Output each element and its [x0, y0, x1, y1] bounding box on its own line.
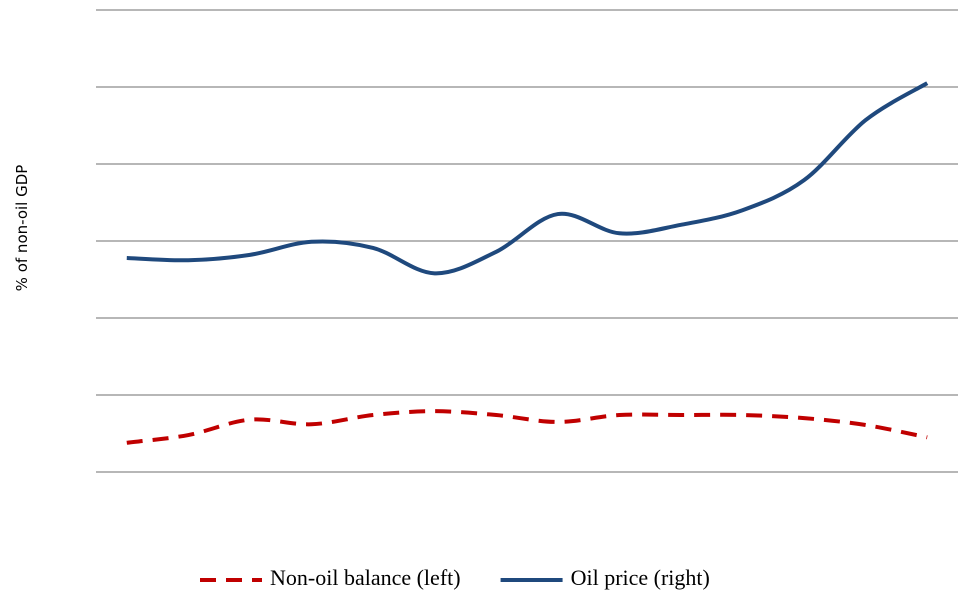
- y-axis-label: % of non-oil GDP: [13, 165, 31, 292]
- legend-label: Oil price (right): [571, 565, 710, 590]
- legend-label: Non-oil balance (left): [270, 565, 461, 590]
- line-series: [126, 409, 928, 445]
- line-series: [126, 81, 929, 276]
